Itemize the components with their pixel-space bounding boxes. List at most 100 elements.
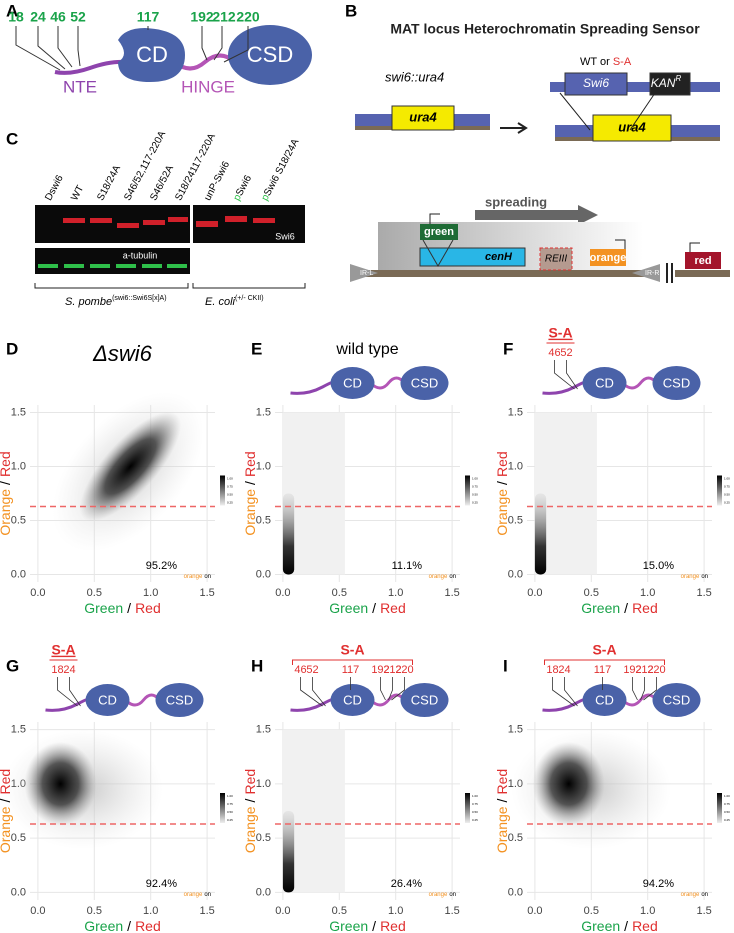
nte-tail [45,697,92,712]
x-tick-label: 0.0 [527,587,542,599]
y-slash: / [0,481,13,485]
sa-label: S-A [592,642,616,658]
x-slash: / [372,918,376,933]
y-axis-label: Orange / Red [0,769,13,853]
y-tick-label: 0.0 [11,568,26,580]
x-green: Green [581,600,620,616]
x-slash: / [127,918,131,933]
percent-label: 26.4% [391,878,422,890]
x-tick-label: 1.0 [143,587,158,599]
sa-label: S-A [340,642,364,658]
lane-label-rest: Swi6 S18/24A [262,137,301,198]
y-tick-label: 0.5 [256,832,271,844]
panel-label: E [251,339,262,358]
bands [38,264,187,268]
corner-note: orange on [681,574,708,580]
panel-b: MAT locus Heterochromatin Spreading Sens… [350,21,730,283]
y-slash: / [494,798,510,802]
donor-bar [550,82,720,92]
x-red: Red [632,600,658,616]
cd-label: CD [343,692,362,707]
x-tick-label: 1.0 [388,905,403,917]
colorbar-label: 1.00 [227,794,233,798]
panel-label: B [345,1,357,20]
lane-label: S46/52A [148,163,176,202]
colorbar-label: 0.25 [724,818,730,822]
panel-label: I [503,656,508,675]
colorbar-label: 0.75 [724,802,730,806]
y-tick-label: 1.5 [508,406,523,418]
y-orange: Orange [494,489,510,536]
x-green: Green [84,600,123,616]
site-label: 192 [190,9,214,25]
x-red: Red [380,600,406,616]
ecoli-sup: (+/- CKII) [235,295,264,302]
note-orange: orange [429,892,448,898]
note-orange: orange [184,892,203,898]
hinge [621,693,658,707]
corner-note: orange on [184,892,211,898]
reiii-label: REIII [545,254,567,265]
colorbar [717,793,722,823]
site-label: 212 [212,9,236,25]
x-tick-label: 1.5 [696,587,711,599]
csd-label: CSD [166,692,193,707]
site-label: 18 [8,9,24,25]
y-tick-label: 1.5 [11,724,26,736]
cenh-label: cenH [485,251,513,263]
csd-domain [652,366,701,400]
promoter [429,213,440,224]
panel-label: A [6,1,18,20]
y-axis-label: Orange / Red [0,451,13,535]
cd-domain [582,367,627,399]
spreading-label: spreading [485,194,547,209]
percent-label: 15.0% [643,560,674,572]
y-axis-label: Orange / Red [494,451,510,535]
note-on: on [449,574,456,580]
y-red: Red [0,769,13,795]
colorbar-label: 1.00 [472,476,478,480]
green-label: green [424,226,454,238]
colorbar-label: 0.75 [472,802,478,806]
blot [35,248,190,274]
colorbar-label: 0.25 [227,818,233,822]
insertion [422,239,454,268]
kan-text: KAN [651,76,676,90]
orange-box [590,249,626,266]
note-orange: orange [681,892,700,898]
y-tick-label: 1.5 [508,724,523,736]
lane-label-p: p [259,192,272,202]
hinge [369,376,406,390]
y-orange: Orange [494,806,510,853]
x-tick-label: 1.0 [640,587,655,599]
y-red: Red [494,451,510,477]
spombe-sup: (swi6::Swi6S[x]A) [112,295,166,302]
ir-l-label: IR-L [360,270,373,277]
colorbar-label: 0.50 [472,810,478,814]
site-line [564,677,578,707]
lane-label: unP-Swi6 [202,159,232,202]
site-line [632,677,638,701]
ecoli-label: E. coli(+/- CKII) [205,295,264,308]
csd-domain [400,683,449,717]
x-tick-label: 0.5 [332,587,347,599]
cd-label: CD [98,692,117,707]
cd-label: CD [343,375,362,390]
x-axis-label: Green / Red [84,918,161,933]
x-slash: / [372,600,376,616]
site-label: 18 [546,664,558,676]
break [666,263,673,283]
x-axis-label: Green / Red [329,600,406,616]
panel-label: H [251,656,263,675]
ir-r [632,264,660,282]
hinge [173,53,237,71]
y-tick-label: 1.0 [256,460,271,472]
y-tick-label: 0.5 [508,514,523,526]
x-tick-label: 0.5 [584,905,599,917]
site-line [312,677,326,707]
panel-label: D [6,339,18,358]
colorbar [465,475,470,506]
panel-b-title: MAT locus Heterochromatin Spreading Sens… [390,21,700,37]
lane-label: pSwi6 S18/24A [259,137,301,203]
y-slash: / [242,481,258,485]
